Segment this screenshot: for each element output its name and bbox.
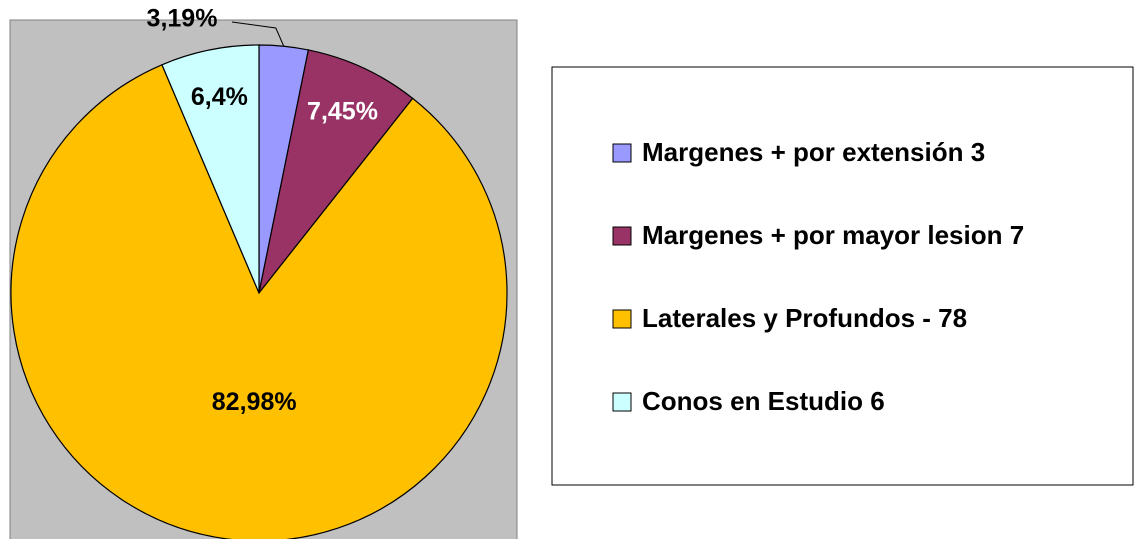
data-label: 82,98%	[212, 388, 297, 416]
data-label: 7,45%	[307, 98, 378, 126]
legend-swatch	[612, 226, 632, 246]
legend-label: Margenes + por extensión 3	[642, 137, 985, 167]
data-label: 6,4%	[191, 83, 248, 111]
legend-label: Laterales y Profundos - 78	[642, 303, 967, 333]
legend-label: Conos en Estudio 6	[642, 386, 885, 416]
legend-swatch	[612, 309, 632, 329]
pie-slice	[161, 44, 260, 294]
legend-swatch	[612, 392, 632, 412]
leader-line	[231, 21, 285, 47]
pie-slice	[258, 49, 414, 294]
data-label: 3,19%	[147, 5, 218, 33]
legend-swatch	[612, 143, 632, 163]
legend	[551, 66, 1134, 486]
legend-label: Margenes + por mayor lesion 7	[642, 220, 1024, 250]
